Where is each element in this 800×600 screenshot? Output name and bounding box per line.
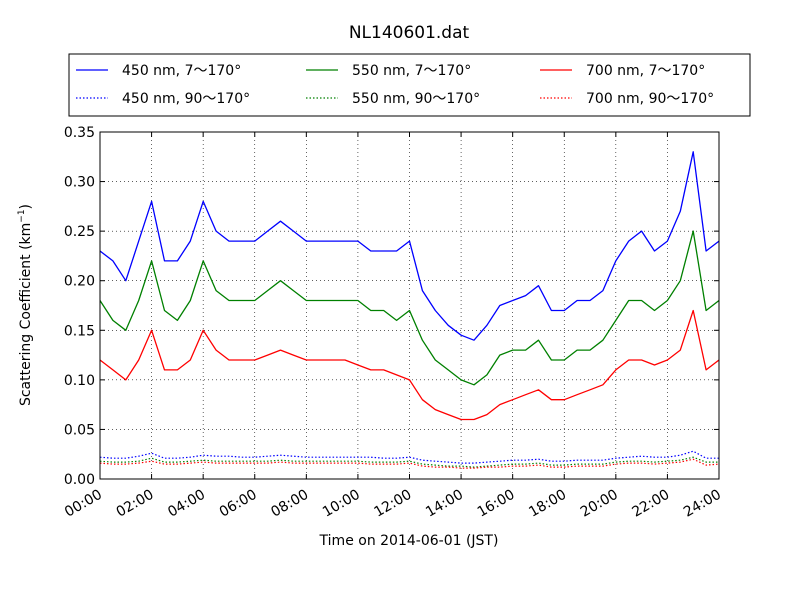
x-tick-labels: 00:00 02:00 04:00 06:00 08:00 10:00 12:00 14:00… — [62, 487, 724, 521]
y-tick-labels: 0.00 0.05 0.10 0.15 0.20 0.25 0.30 0.35 — [64, 125, 95, 488]
x-tick-label: 06:00 — [217, 487, 260, 521]
x-tick-label: 24:00 — [681, 487, 724, 521]
y-tick-label: 0.10 — [64, 373, 95, 389]
y-axis-label-sup: −1 — [17, 209, 27, 222]
x-tick-label: 08:00 — [268, 487, 311, 521]
chart-title: NL140601.dat — [349, 23, 470, 43]
legend-label: 550 nm, 90～170° — [352, 91, 480, 107]
y-tick-label: 0.25 — [64, 224, 95, 240]
legend-label: 700 nm, 90～170° — [586, 91, 714, 107]
series-line — [99, 450, 719, 464]
y-tick-label: 0.30 — [64, 175, 95, 191]
series-line — [99, 151, 720, 341]
series-line — [99, 456, 719, 468]
series-line — [99, 230, 720, 386]
legend-label: 550 nm, 7～170° — [352, 63, 471, 79]
series-line — [99, 309, 720, 421]
legend-box — [68, 53, 751, 117]
x-tick-label: 14:00 — [423, 487, 466, 521]
x-tick-label: 04:00 — [165, 487, 208, 521]
x-tick-label: 20:00 — [578, 487, 621, 521]
y-axis-label-tail: ) — [18, 204, 34, 209]
y-axis-label-main: Scattering Coefficient (km — [18, 223, 34, 406]
x-tick-label: 22:00 — [629, 487, 672, 521]
series-layer — [99, 151, 720, 469]
x-tick-label: 18:00 — [526, 487, 569, 521]
x-tick-label: 16:00 — [475, 487, 518, 521]
legend: 450 nm, 7～170° 550 nm, 7～170° 700 nm, 7～17… — [68, 53, 751, 117]
x-tick-label: 10:00 — [320, 487, 363, 521]
y-tick-label: 0.15 — [64, 323, 95, 339]
x-tick-label: 02:00 — [114, 487, 157, 521]
x-tick-label: 00:00 — [62, 487, 105, 521]
x-tick-label: 12:00 — [372, 487, 415, 521]
y-tick-label: 0.20 — [64, 274, 95, 290]
y-tick-label: 0.05 — [64, 422, 95, 438]
legend-label: 450 nm, 7～170° — [122, 63, 241, 79]
legend-label: 700 nm, 7～170° — [586, 63, 705, 79]
y-tick-label: 0.35 — [64, 125, 95, 141]
y-axis-label: Scattering Coefficient (km−1) — [17, 204, 34, 406]
x-axis-label: Time on 2014-06-01 (JST) — [319, 533, 499, 549]
ticks — [99, 131, 720, 480]
y-tick-label: 0.00 — [64, 472, 95, 488]
legend-label: 450 nm, 90～170° — [122, 91, 250, 107]
